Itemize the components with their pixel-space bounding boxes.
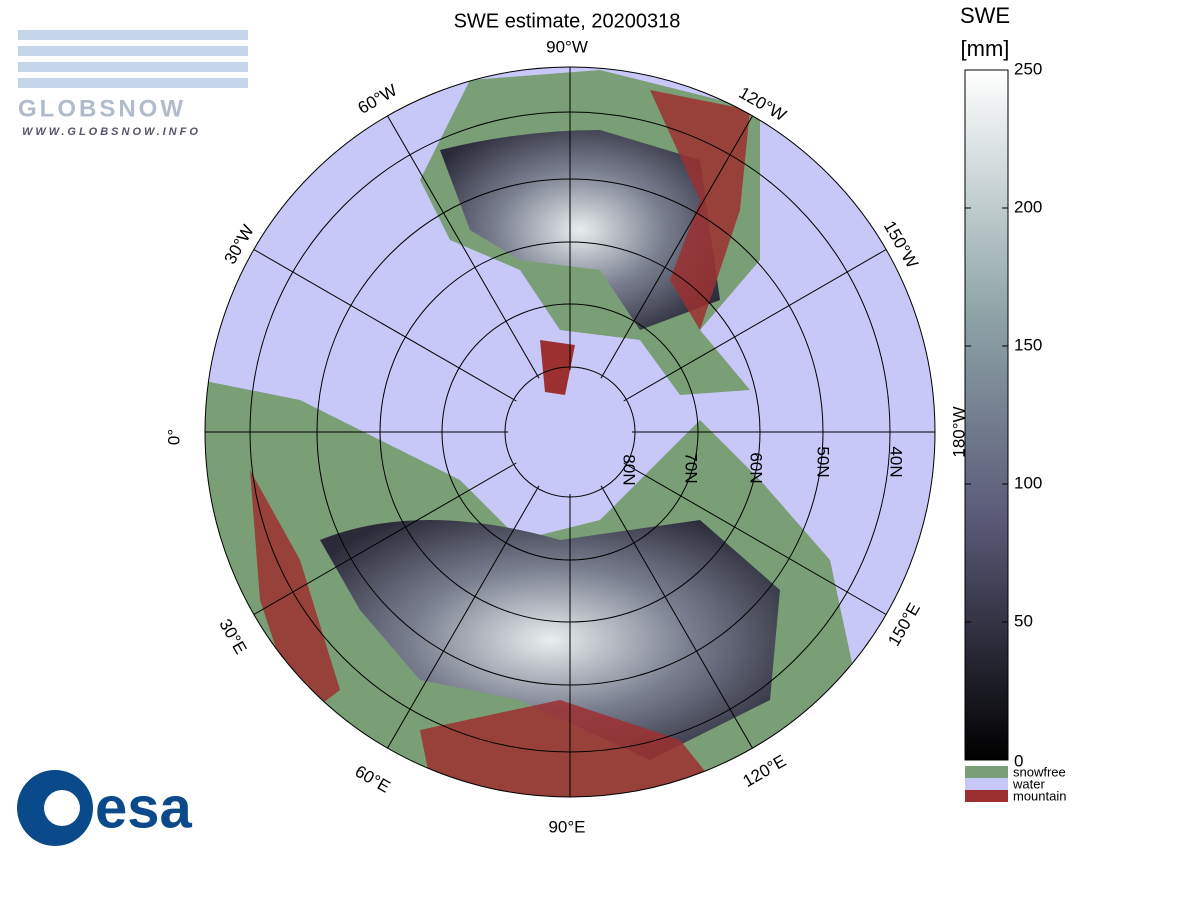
meridian — [253, 249, 517, 402]
colorbar-label: SWE — [960, 3, 1010, 28]
meridian — [600, 485, 753, 749]
meridian — [623, 249, 887, 402]
colorbar-label: [mm] — [961, 36, 1010, 61]
logo-text: GLOBSNOW — [18, 95, 186, 122]
meridian — [387, 115, 540, 379]
category-swatch — [965, 778, 1008, 790]
colorbar-tick-label: 50 — [1014, 611, 1033, 630]
map — [205, 67, 935, 797]
category-label: snowfree — [1013, 764, 1066, 779]
meridian — [387, 485, 540, 749]
longitude-label: 90°W — [546, 37, 588, 56]
title: SWE estimate, 20200318 — [454, 10, 681, 32]
longitude-label: 180°W — [949, 406, 968, 457]
graticule — [204, 66, 936, 798]
colorbar-tick-label: 0 — [1014, 751, 1023, 770]
meridian — [600, 115, 753, 379]
longitude-label: 120°E — [740, 751, 790, 791]
colorbar — [964, 69, 1009, 761]
meridian — [253, 462, 517, 615]
category-label: mountain — [1013, 788, 1066, 803]
esa-logo: esa — [17, 770, 193, 846]
colorbar-tick-label: 150 — [1014, 335, 1042, 354]
latitude-label: 60N — [747, 452, 766, 483]
meridian — [623, 462, 887, 615]
category-swatch — [965, 790, 1008, 802]
longitude-label: 0° — [164, 429, 183, 445]
latitude-label: 70N — [682, 452, 701, 483]
esa-text: esa — [95, 775, 193, 840]
category-label: water — [1012, 776, 1045, 791]
category-swatch — [965, 766, 1008, 778]
latitude-label: 80N — [620, 454, 639, 485]
latitude-label: 40N — [887, 446, 906, 477]
colorbar-tick-label: 250 — [1014, 59, 1042, 78]
globsnow-logo: GLOBSNOW WWW.GLOBSNOW.INFO — [18, 30, 248, 138]
colorbar-tick-label: 100 — [1014, 473, 1042, 492]
longitude-label: 30°E — [215, 616, 250, 658]
colorbar-tick-label: 200 — [1014, 197, 1042, 216]
latitude-label: 50N — [814, 446, 833, 477]
longitude-label: 60°E — [352, 762, 394, 797]
logo-url: WWW.GLOBSNOW.INFO — [22, 126, 201, 138]
longitude-label: 90°E — [548, 817, 585, 836]
